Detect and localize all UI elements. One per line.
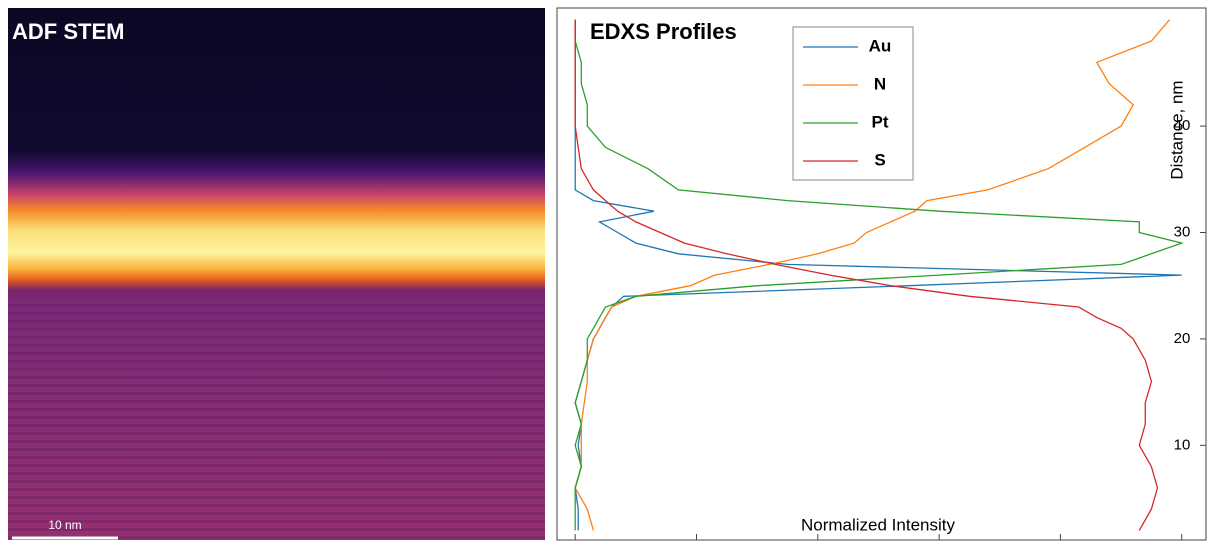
chart: EDXS Profiles Normalized Intensity Dista… (556, 7, 1207, 548)
lattice (8, 300, 545, 540)
y-tick-label: 30 (1174, 223, 1191, 240)
y-tick-label: 40 (1174, 117, 1191, 134)
chart-title: EDXS Profiles (590, 19, 737, 44)
y-tick-label: 10 (1174, 436, 1191, 453)
series-line (574, 19, 1184, 531)
legend: Au N Pt S (792, 26, 914, 181)
y-axis-title: Distance, nm (1167, 80, 1186, 179)
legend-box (792, 26, 914, 181)
legend-label: S (874, 150, 885, 169)
image-title: ADF STEM (12, 19, 124, 44)
scale-bar-label: 10 nm (48, 518, 81, 532)
stem-image: ADF STEM 10 nm (8, 8, 545, 540)
legend-label: Pt (872, 112, 889, 131)
legend-label: Au (869, 36, 892, 55)
series-line (574, 19, 1171, 531)
series-line (574, 19, 1159, 531)
legend-label: N (874, 74, 886, 93)
y-tick-label: 20 (1174, 330, 1191, 347)
x-axis-title: Normalized Intensity (801, 515, 956, 534)
